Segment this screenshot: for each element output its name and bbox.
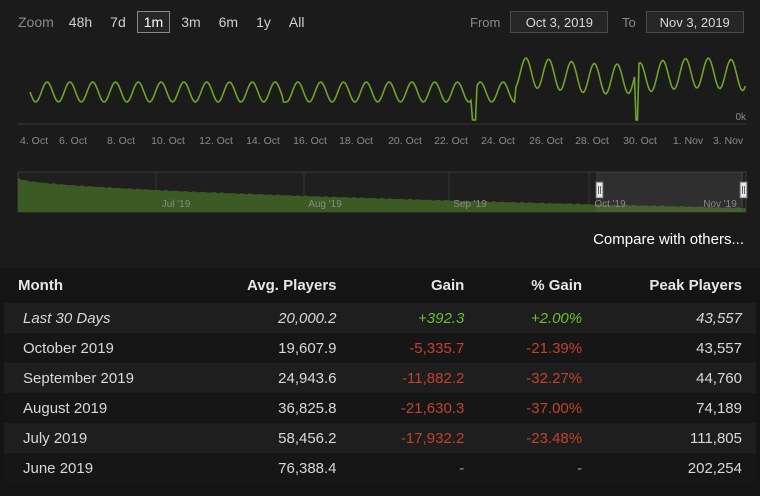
player-count-chart: 4. Oct 6. Oct 8. Oct 10. Oct 12. Oct 14. Oct 1… — [18, 57, 747, 147]
series-line — [29, 57, 747, 121]
avg-cell: 24,943.6 — [194, 363, 351, 393]
header-avg-players: Avg. Players — [247, 277, 337, 294]
navigator-labels: Jul '19 Aug '19 Sep '19 Oct '19 Nov '19 — [162, 199, 738, 210]
month-cell: October 2019 — [4, 333, 195, 363]
to-group: To — [622, 10, 744, 34]
header-month: Month — [18, 277, 63, 294]
x-tick-label: 28. Oct — [575, 135, 609, 147]
pct-gain-cell: - — [478, 453, 597, 483]
x-tick-label: 16. Oct — [293, 135, 327, 147]
gain-cell: +392.3 — [350, 303, 479, 333]
month-cell: September 2019 — [4, 363, 195, 393]
avg-cell: 19,607.9 — [194, 333, 351, 363]
x-tick-label: 14. Oct — [246, 135, 280, 147]
monthly-stats-table: Month Avg. Players Gain % Gain Peak Play… — [0, 268, 760, 496]
to-date-input[interactable] — [645, 11, 744, 33]
navigator-month-label: Oct '19 — [594, 199, 626, 210]
table-header-row: Month Avg. Players Gain % Gain Peak Play… — [4, 268, 756, 303]
gain-cell: -11,882.2 — [350, 363, 479, 393]
x-tick-label: 1. Nov — [673, 135, 704, 147]
gain-cell: -17,932.2 — [350, 423, 479, 453]
x-tick-label: 4. Oct — [20, 135, 48, 147]
chart-panel: Zoom 48h 7d 1m 3m 6m 1y All From To 4. O… — [0, 10, 760, 248]
x-tick-label: 30. Oct — [623, 135, 657, 147]
zoom-48h-button[interactable]: 48h — [68, 14, 93, 30]
table-row: July 2019 58,456.2 -17,932.2 -23.48% 111… — [4, 423, 756, 453]
table-row: September 2019 24,943.6 -11,882.2 -32.27… — [4, 363, 756, 393]
zoom-7d-button[interactable]: 7d — [110, 14, 126, 30]
x-tick-label: 18. Oct — [339, 135, 373, 147]
from-group: From — [470, 10, 609, 34]
header-peak-players: Peak Players — [649, 277, 742, 294]
navigator-chart[interactable]: Jul '19 Aug '19 Sep '19 Oct '19 Nov '19 — [0, 170, 760, 216]
y-zero-label: 0k — [735, 112, 747, 123]
gain-cell: - — [350, 453, 479, 483]
navigator-right-handle[interactable] — [739, 181, 748, 199]
navigator-month-label: Sep '19 — [453, 199, 487, 210]
from-label: From — [470, 14, 501, 30]
to-label: To — [622, 14, 636, 30]
x-tick-label: 26. Oct — [529, 135, 563, 147]
x-axis-ticks: 4. Oct 6. Oct 8. Oct 10. Oct 12. Oct 14. Oct 1… — [20, 135, 744, 147]
avg-cell: 58,456.2 — [194, 423, 351, 453]
navigator-left-handle[interactable] — [595, 181, 604, 199]
table-row: June 2019 76,388.4 - - 202,254 — [4, 453, 756, 483]
navigator-selection[interactable] — [596, 172, 743, 212]
peak-cell: 44,760 — [596, 363, 756, 393]
peak-cell: 43,557 — [596, 333, 756, 363]
x-tick-label: 24. Oct — [481, 135, 515, 147]
x-tick-label: 6. Oct — [59, 135, 87, 147]
x-tick-label: 8. Oct — [107, 135, 135, 147]
zoom-3m-button[interactable]: 3m — [181, 14, 201, 30]
avg-cell: 20,000.2 — [194, 303, 351, 333]
month-cell: July 2019 — [4, 423, 195, 453]
avg-cell: 36,825.8 — [194, 393, 351, 423]
peak-cell: 202,254 — [596, 453, 756, 483]
peak-cell: 74,189 — [596, 393, 756, 423]
header-gain: Gain — [430, 277, 465, 294]
month-cell: August 2019 — [4, 393, 195, 423]
from-date-input[interactable] — [510, 11, 609, 33]
pct-gain-cell: -21.39% — [478, 333, 597, 363]
gain-cell: -5,335.7 — [350, 333, 479, 363]
x-tick-label: 3. Nov — [713, 135, 744, 147]
table-row: Last 30 Days 20,000.2 +392.3 +2.00% 43,5… — [4, 303, 756, 333]
pct-gain-cell: -23.48% — [478, 423, 597, 453]
pct-gain-cell: -32.27% — [478, 363, 597, 393]
navigator-month-label: Nov '19 — [703, 199, 737, 210]
zoom-row: Zoom 48h 7d 1m 3m 6m 1y All — [18, 10, 315, 34]
peak-cell: 111,805 — [596, 423, 756, 453]
x-tick-label: 10. Oct — [151, 135, 185, 147]
header-pct-gain: % Gain — [531, 277, 583, 294]
zoom-1y-button[interactable]: 1y — [256, 14, 271, 30]
zoom-label: Zoom — [18, 14, 54, 30]
month-cell: June 2019 — [4, 453, 195, 483]
table-row: August 2019 36,825.8 -21,630.3 -37.00% 7… — [4, 393, 756, 423]
pct-gain-cell: +2.00% — [478, 303, 597, 333]
table-row: October 2019 19,607.9 -5,335.7 -21.39% 4… — [4, 333, 756, 363]
navigator-month-label: Aug '19 — [308, 199, 342, 210]
pct-gain-cell: -37.00% — [478, 393, 597, 423]
x-tick-label: 22. Oct — [434, 135, 468, 147]
navigator-month-label: Jul '19 — [162, 199, 191, 210]
zoom-6m-button[interactable]: 6m — [218, 14, 239, 30]
x-tick-label: 12. Oct — [199, 135, 233, 147]
avg-cell: 76,388.4 — [194, 453, 351, 483]
compare-link[interactable]: Compare with others... — [593, 231, 744, 248]
navigator-area — [18, 177, 746, 212]
peak-cell: 43,557 — [596, 303, 756, 333]
gain-cell: -21,630.3 — [350, 393, 479, 423]
x-tick-label: 20. Oct — [388, 135, 422, 147]
zoom-1m-button[interactable]: 1m — [136, 11, 171, 33]
month-cell: Last 30 Days — [4, 303, 195, 333]
zoom-all-button[interactable]: All — [288, 14, 305, 30]
